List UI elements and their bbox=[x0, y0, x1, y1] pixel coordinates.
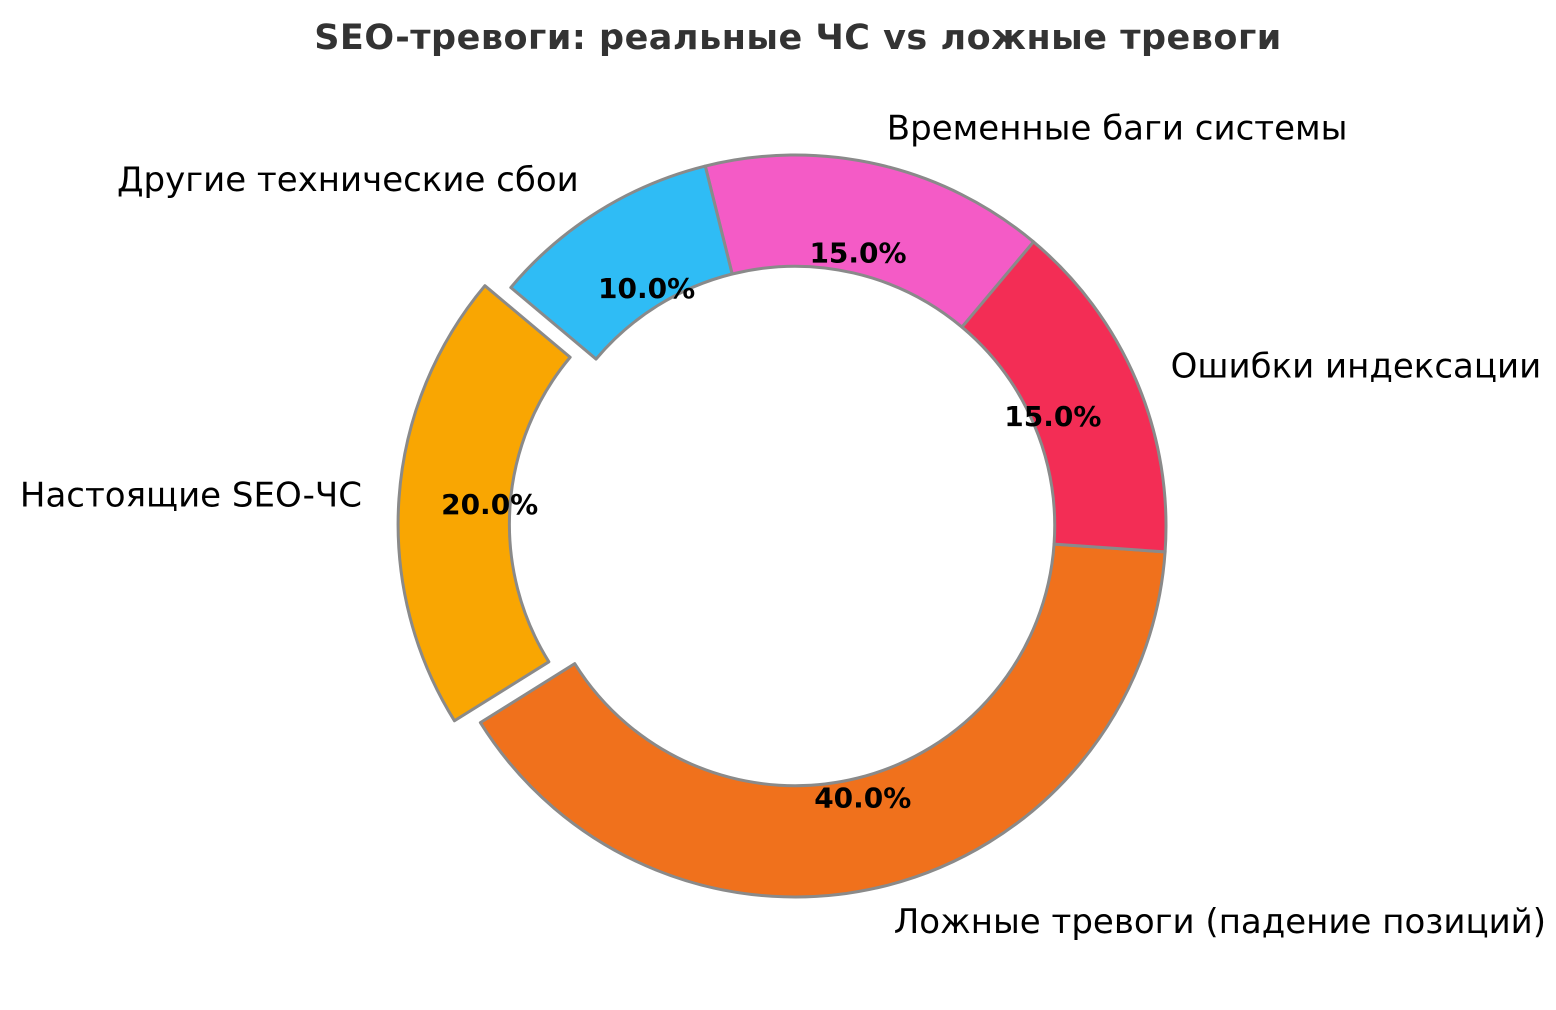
pie-slice-0 bbox=[396, 284, 572, 723]
pie-slice-4 bbox=[509, 164, 734, 361]
pct-label-4: 10.0% bbox=[598, 272, 695, 305]
slice-label-4: Другие технические сбои bbox=[117, 160, 579, 200]
pie-slice-1 bbox=[478, 542, 1167, 899]
slice-label-2: Ошибки индексации bbox=[1171, 347, 1542, 387]
pct-label-3: 15.0% bbox=[809, 237, 906, 270]
slice-label-3: Временные баги системы bbox=[887, 108, 1348, 148]
pct-label-0: 20.0% bbox=[441, 488, 538, 521]
chart-title: SEO-тревоги: реальные ЧС vs ложные трево… bbox=[314, 18, 1282, 58]
pct-label-2: 15.0% bbox=[1004, 400, 1101, 433]
slice-label-1: Ложные тревоги (падение позиций) bbox=[894, 902, 1546, 942]
pct-label-1: 40.0% bbox=[814, 781, 911, 814]
slice-label-0: Настоящие SEO-ЧС bbox=[20, 476, 362, 516]
